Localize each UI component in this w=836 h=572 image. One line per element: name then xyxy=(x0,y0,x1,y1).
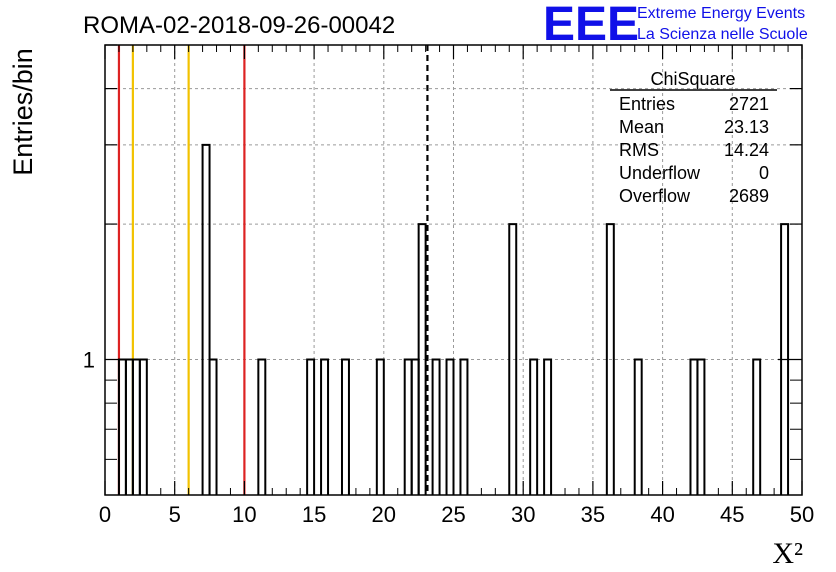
x-axis-label: X² xyxy=(772,537,803,570)
stats-row-value: 14.24 xyxy=(724,140,769,160)
histogram-bin xyxy=(306,358,316,495)
stats-row-value: 2721 xyxy=(729,94,769,114)
eee-logo: EEE xyxy=(543,0,639,51)
eee-branding: EEE Extreme Energy Events La Scienza nel… xyxy=(543,0,808,51)
histogram-bin xyxy=(257,358,267,495)
histogram-bin xyxy=(696,358,706,495)
x-tick-label: 35 xyxy=(581,502,605,527)
histogram-bin xyxy=(201,143,211,495)
stats-row-label: RMS xyxy=(619,140,659,160)
x-tick-label: 40 xyxy=(650,502,674,527)
histogram-bin xyxy=(459,358,469,495)
reference-lines xyxy=(117,45,429,495)
stats-row-value: 23.13 xyxy=(724,117,769,137)
stats-rows: Entries 2721 Mean 23.13 RMS 14.24 Underflow 0 Ov… xyxy=(619,94,769,206)
y-axis-label: Entries/bin xyxy=(8,48,38,176)
y-tick-label: 1 xyxy=(83,348,95,373)
histogram-bin xyxy=(417,223,427,495)
histogram-bin xyxy=(208,358,218,495)
chart-title: ROMA-02-2018-09-26-00042 xyxy=(83,12,395,39)
histogram-bin xyxy=(529,358,539,495)
x-tick-label: 20 xyxy=(372,502,396,527)
histogram-bin xyxy=(508,223,518,495)
histogram-bin xyxy=(138,358,148,495)
x-tick-label: 45 xyxy=(720,502,744,527)
histogram-bin xyxy=(605,223,615,495)
histogram-bin xyxy=(543,358,553,495)
x-tick-label: 30 xyxy=(511,502,535,527)
x-tick-label: 5 xyxy=(169,502,181,527)
eee-line-2: La Scienza nelle Scuole xyxy=(637,26,808,43)
histogram-bins xyxy=(117,143,790,495)
histogram-bin xyxy=(375,358,385,495)
stats-row-label: Overflow xyxy=(619,186,691,206)
histogram-bin xyxy=(431,358,441,495)
stats-row-label: Entries xyxy=(619,94,675,114)
stats-box: ChiSquare Entries 2721 Mean 23.13 RMS 14.24 Un… xyxy=(610,69,777,206)
stats-name: ChiSquare xyxy=(650,69,735,89)
x-tick-label: 0 xyxy=(99,502,111,527)
axes: 0 5 10 15 20 25 30 35 40 45 50 1 xyxy=(83,44,814,527)
eee-line-1: Extreme Energy Events xyxy=(637,5,805,22)
x-tick-label: 10 xyxy=(232,502,256,527)
histogram-bin xyxy=(340,358,350,495)
x-tick-label: 15 xyxy=(302,502,326,527)
stats-row-value: 2689 xyxy=(729,186,769,206)
x-tick-label: 25 xyxy=(441,502,465,527)
stats-row-value: 0 xyxy=(759,163,769,183)
histogram-bin xyxy=(752,358,762,495)
stats-row-label: Mean xyxy=(619,117,664,137)
histogram-bin xyxy=(633,358,643,495)
histogram-bin xyxy=(445,358,455,495)
stats-row-label: Underflow xyxy=(619,163,701,183)
histogram-bin xyxy=(320,358,330,495)
x-tick-label: 50 xyxy=(790,502,814,527)
